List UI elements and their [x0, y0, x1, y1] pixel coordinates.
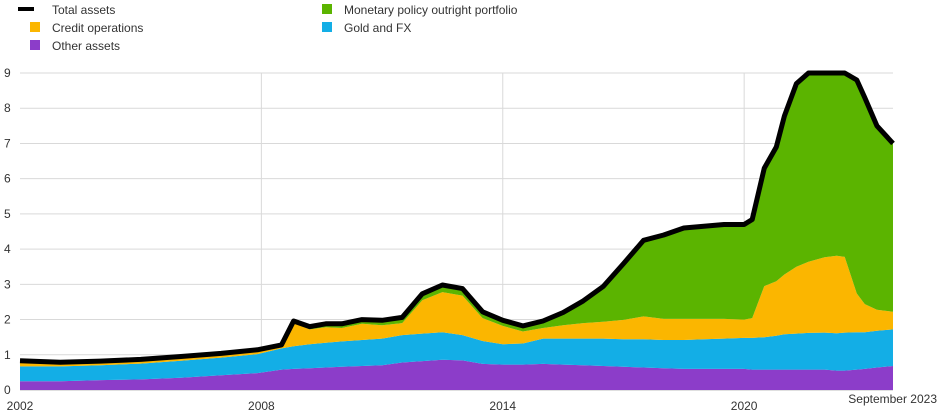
legend-item-gold-and-fx: Gold and FX	[322, 21, 411, 35]
x-tick-label: 2020	[731, 399, 758, 413]
legend-swatch-total-assets	[18, 7, 34, 11]
tick-layer: 0 1 2 3 4 5 6 7 8 9 2002 2008 2014 2020 September 2023	[4, 66, 937, 413]
x-tick-label: 2008	[248, 399, 275, 413]
area-monetary-policy-outright-portfolio	[20, 73, 893, 363]
y-tick-label: 3	[4, 277, 11, 291]
y-tick-label: 0	[4, 383, 11, 397]
x-end-label: September 2023	[848, 392, 937, 406]
line-total-assets	[19, 70, 895, 365]
x-tick-label: 2014	[489, 399, 516, 413]
legend-item-monetary-policy-portfolio: Monetary policy outright portfolio	[322, 3, 518, 17]
legend-item-other-assets: Other assets	[30, 39, 120, 53]
legend-label-monetary-policy-portfolio: Monetary policy outright portfolio	[344, 3, 518, 17]
x-tick-label: 2002	[7, 399, 34, 413]
legend-swatch-gold-and-fx	[322, 22, 332, 32]
legend-label-credit-operations: Credit operations	[52, 21, 143, 35]
legend-item-total-assets: Total assets	[18, 3, 115, 17]
area-gold-and-fx	[20, 329, 893, 382]
total-assets-line-layer	[19, 70, 895, 365]
y-tick-label: 8	[4, 101, 11, 115]
chart-legend: Total assets Credit operations Other ass…	[18, 3, 518, 53]
legend-label-gold-and-fx: Gold and FX	[344, 21, 411, 35]
legend-swatch-monetary-policy-portfolio	[322, 4, 332, 14]
legend-label-total-assets: Total assets	[52, 3, 115, 17]
y-tick-label: 2	[4, 313, 11, 327]
legend-swatch-other-assets	[30, 40, 40, 50]
legend-label-other-assets: Other assets	[52, 39, 120, 53]
area-credit-operations	[20, 255, 893, 367]
y-tick-label: 4	[4, 242, 11, 256]
y-tick-label: 9	[4, 66, 11, 80]
y-tick-label: 7	[4, 136, 11, 150]
y-tick-label: 1	[4, 348, 11, 362]
stacked-area-layer	[20, 73, 893, 390]
legend-item-credit-operations: Credit operations	[30, 21, 143, 35]
y-tick-label: 5	[4, 207, 11, 221]
area-other-assets	[20, 359, 893, 390]
legend-swatch-credit-operations	[30, 22, 40, 32]
y-tick-label: 6	[4, 172, 11, 186]
